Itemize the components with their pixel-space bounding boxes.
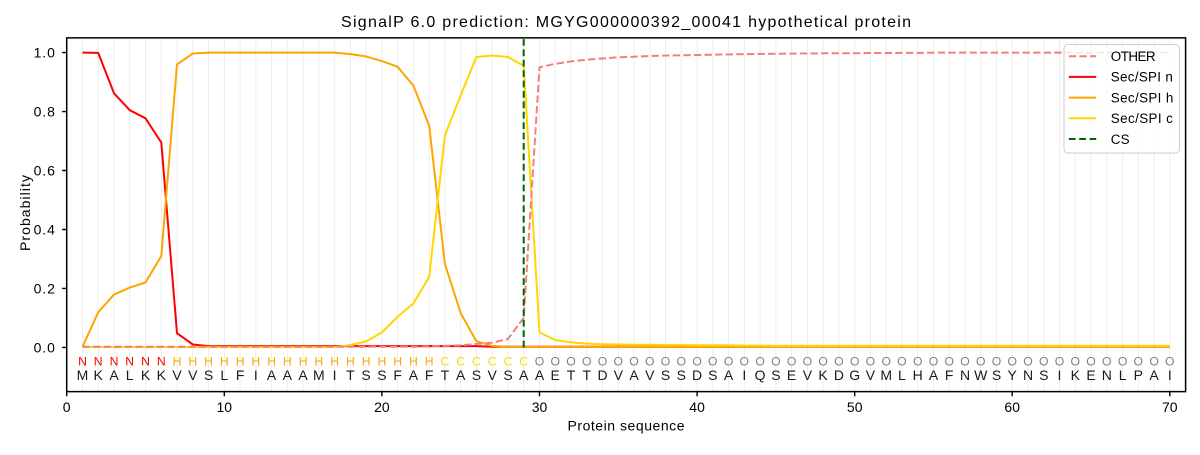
- svg-text:Protein sequence: Protein sequence: [568, 418, 685, 434]
- svg-text:Sec/SPI n: Sec/SPI n: [1111, 70, 1173, 85]
- svg-text:Sec/SPI c: Sec/SPI c: [1111, 111, 1173, 126]
- svg-text:0.00.20.40.60.81.0: 0.00.20.40.60.81.0: [34, 45, 56, 356]
- svg-text:SignalP 6.0 prediction: MGYG00: SignalP 6.0 prediction: MGYG000000392_00…: [341, 14, 911, 31]
- svg-text:CS: CS: [1111, 132, 1130, 147]
- svg-text:Probability: Probability: [17, 175, 33, 251]
- svg-text:Sec/SPI h: Sec/SPI h: [1111, 90, 1174, 105]
- svg-text:OTHER: OTHER: [1111, 49, 1156, 64]
